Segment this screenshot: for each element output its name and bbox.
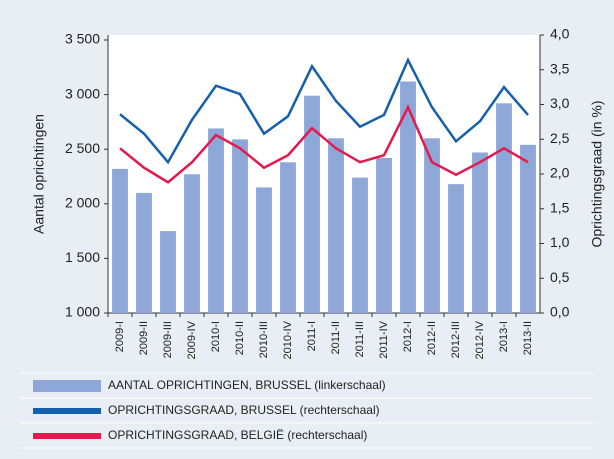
x-tick-label: 2011-III xyxy=(354,321,366,358)
x-tick-label: 2009-I xyxy=(114,321,126,352)
y2-tick-label: 3,0 xyxy=(550,95,570,111)
bar xyxy=(208,128,224,313)
x-tick-label: 2013-I xyxy=(498,321,510,352)
x-tick-label: 2012-I xyxy=(402,321,414,352)
bar xyxy=(304,95,320,313)
x-tick-label: 2011-IV xyxy=(378,320,390,358)
legend-label: OPRICHTINGSGRAAD, BELGIË (rechterschaal) xyxy=(108,428,367,442)
legend-swatch xyxy=(33,380,101,392)
y-tick-label: 2 000 xyxy=(65,195,100,211)
legend-label: AANTAL OPRICHTINGEN, BRUSSEL (linkerscha… xyxy=(108,378,386,392)
bar xyxy=(400,81,416,313)
y2-tick-label: 0,0 xyxy=(550,304,570,320)
x-tick-label: 2009-III xyxy=(162,321,174,358)
legend-label: OPRICHTINGSGRAAD, BRUSSEL (rechterschaal… xyxy=(108,403,380,417)
y2-tick-label: 2,5 xyxy=(550,130,570,146)
bar xyxy=(424,138,440,313)
y-axis-title: Aantal oprichtingen xyxy=(31,114,47,234)
bar xyxy=(256,187,272,313)
x-tick-label: 2012-IV xyxy=(474,320,486,359)
bar xyxy=(448,184,464,313)
line xyxy=(119,104,529,184)
y2-tick-label: 1,5 xyxy=(550,199,570,215)
bar xyxy=(280,162,296,313)
x-tick-label: 2011-I xyxy=(306,321,318,351)
x-tick-label: 2012-III xyxy=(450,321,462,358)
bar xyxy=(136,192,152,313)
x-tick-label: 2010-IV xyxy=(282,320,294,359)
y-tick-label: 1 500 xyxy=(65,249,100,265)
bar xyxy=(352,177,368,313)
y-tick-label: 2 500 xyxy=(65,140,100,156)
x-tick-label: 2009-IV xyxy=(186,320,198,359)
bar xyxy=(112,168,128,313)
x-tick-label: 2010-III xyxy=(258,321,270,358)
y2-tick-label: 3,5 xyxy=(550,60,570,76)
y2-axis-title: Oprichtingsgraad (in %) xyxy=(589,100,605,247)
y2-tick-label: 4,0 xyxy=(550,26,570,42)
legend-swatch xyxy=(33,408,101,414)
plot-area xyxy=(108,35,540,313)
bar xyxy=(328,138,344,313)
bar xyxy=(376,157,392,313)
legend-swatch xyxy=(33,433,101,439)
x-tick-label: 2011-II xyxy=(330,321,342,354)
bar xyxy=(184,174,200,313)
bar xyxy=(520,144,536,313)
y-tick-label: 3 500 xyxy=(65,31,100,47)
x-tick-label: 2009-II xyxy=(138,321,150,355)
y2-tick-label: 2,0 xyxy=(550,165,570,181)
y2-tick-label: 1,0 xyxy=(550,234,570,250)
x-tick-label: 2010-II xyxy=(234,321,246,355)
bar xyxy=(472,152,488,313)
x-tick-label: 2010-I xyxy=(210,321,222,352)
x-tick-label: 2013-II xyxy=(522,321,534,355)
bar xyxy=(232,139,248,313)
x-tick-label: 2012-II xyxy=(426,321,438,355)
line xyxy=(119,57,529,165)
y-tick-label: 3 000 xyxy=(65,85,100,101)
bar xyxy=(496,103,512,313)
y-tick-label: 1 000 xyxy=(65,304,100,320)
bar xyxy=(160,231,176,313)
y2-tick-label: 0,5 xyxy=(550,269,570,285)
